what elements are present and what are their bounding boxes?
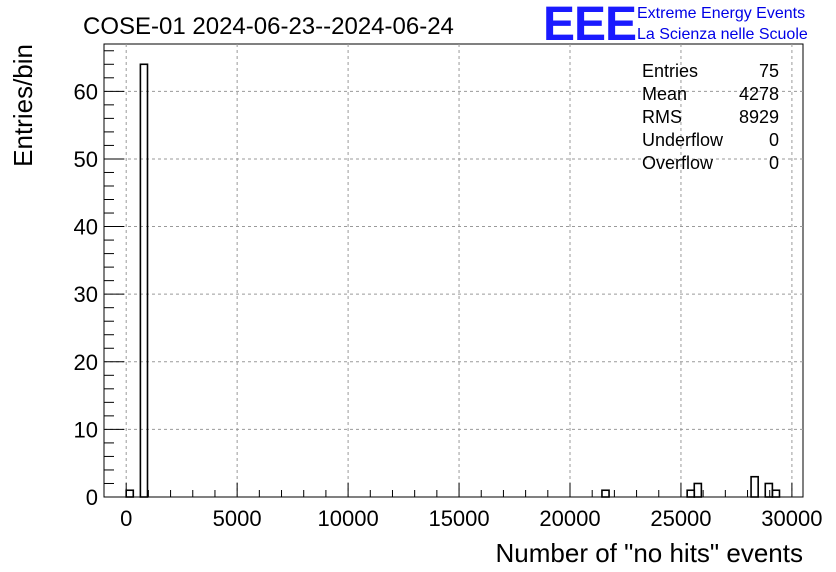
x-tick-label: 10000 bbox=[318, 506, 379, 531]
histogram-bar bbox=[750, 475, 759, 498]
y-tick-label: 60 bbox=[74, 79, 98, 104]
stats-label: Entries bbox=[642, 61, 698, 81]
histogram-bar bbox=[139, 63, 149, 498]
x-tick-label: 15000 bbox=[428, 506, 489, 531]
y-tick-label: 0 bbox=[86, 485, 98, 510]
stats-box: Entries 75 Mean 4278 RMS 8929 Underflow 0 Overfl… bbox=[642, 61, 779, 173]
stats-label: Mean bbox=[642, 84, 687, 104]
histogram-bar bbox=[686, 489, 696, 498]
stats-label: RMS bbox=[642, 107, 682, 127]
histogram-bars bbox=[125, 63, 781, 498]
stats-value: 8929 bbox=[739, 107, 779, 127]
grid-lines bbox=[104, 44, 803, 497]
eee-logo: EEE Extreme Energy Events La Scienza nel… bbox=[543, 0, 808, 51]
y-tick-label: 10 bbox=[74, 417, 98, 442]
stats-value: 4278 bbox=[739, 84, 779, 104]
logo-line1: Extreme Energy Events bbox=[637, 5, 805, 22]
histogram-bar bbox=[693, 482, 703, 498]
x-tick-label: 25000 bbox=[650, 506, 711, 531]
y-tick-label: 20 bbox=[74, 350, 98, 375]
stats-value: 75 bbox=[759, 61, 779, 81]
stats-value: 0 bbox=[769, 130, 779, 150]
plot-frame bbox=[103, 43, 804, 498]
y-tick-label: 30 bbox=[74, 282, 98, 307]
x-tick-label: 5000 bbox=[213, 506, 262, 531]
chart-title: COSE-01 2024-06-23--2024-06-24 bbox=[83, 13, 454, 40]
x-tick-label: 20000 bbox=[539, 506, 600, 531]
stats-label: Underflow bbox=[642, 130, 724, 150]
x-axis-label: Number of "no hits" events bbox=[496, 538, 804, 568]
y-tick-label: 50 bbox=[74, 147, 98, 172]
histogram-bar bbox=[125, 489, 135, 498]
x-tick-label: 30000 bbox=[761, 506, 822, 531]
histogram-bar bbox=[601, 489, 610, 498]
logo-line2: La Scienza nelle Scuole bbox=[637, 26, 808, 43]
histogram-bar bbox=[771, 489, 781, 498]
logo-mark: EEE bbox=[543, 0, 636, 51]
y-tick-label: 40 bbox=[74, 215, 98, 240]
y-axis-label: Entries/bin bbox=[8, 44, 38, 167]
x-tick-label: 0 bbox=[120, 506, 132, 531]
histogram-bar bbox=[764, 482, 774, 498]
stats-label: Overflow bbox=[642, 153, 714, 173]
stats-value: 0 bbox=[769, 153, 779, 173]
axis-ticks: 0 5000 10000 15000 20000 25000 300000102030405… bbox=[74, 50, 822, 531]
